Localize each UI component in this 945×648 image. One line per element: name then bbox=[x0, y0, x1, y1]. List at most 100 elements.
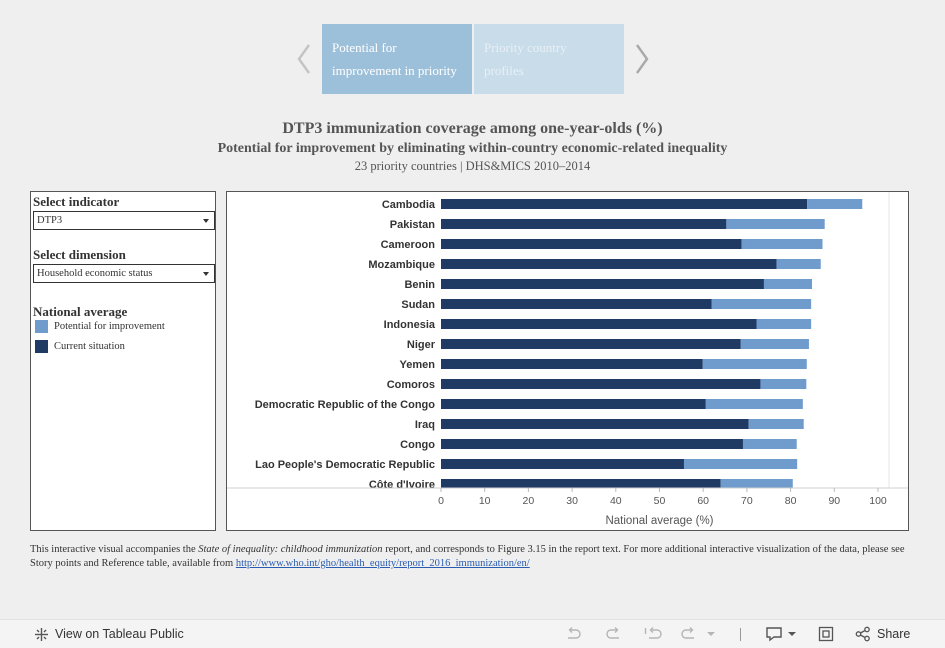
bar-potential-for-improvement bbox=[711, 299, 812, 309]
fullscreen-icon bbox=[818, 626, 834, 642]
x-tick-label: 60 bbox=[697, 495, 709, 507]
legend-label: Current situation bbox=[54, 341, 125, 352]
bar-potential-for-improvement bbox=[740, 339, 809, 349]
chart-title: DTP3 immunization coverage among one-yea… bbox=[282, 120, 663, 137]
legend-swatch-potential bbox=[35, 320, 48, 333]
x-axis-title: National average (%) bbox=[605, 515, 713, 527]
refresh-icon bbox=[681, 627, 694, 639]
indicator-dropdown-value: DTP3 bbox=[37, 215, 63, 226]
x-tick-label: 10 bbox=[479, 495, 491, 507]
refresh-dropdown-button[interactable] bbox=[681, 620, 717, 648]
bar-potential-for-improvement bbox=[807, 199, 863, 209]
bar-potential-for-improvement bbox=[763, 279, 813, 289]
bar-current-situation bbox=[441, 319, 757, 329]
view-on-tableau-public-button[interactable]: View on Tableau Public bbox=[34, 620, 184, 648]
x-tick-label: 90 bbox=[828, 495, 840, 507]
comment-dropdown-button[interactable] bbox=[765, 620, 797, 648]
redo-icon bbox=[606, 627, 619, 639]
x-tick-label: 70 bbox=[741, 495, 753, 507]
legend-title: National average bbox=[33, 304, 128, 319]
bar-potential-for-improvement bbox=[776, 259, 821, 269]
footnote-report-title: State of inequality: childhood immunizat… bbox=[198, 544, 383, 555]
category-label: Sudan bbox=[401, 299, 435, 311]
story-tab-label-line1: Priority country bbox=[484, 40, 567, 55]
chevron-down-icon bbox=[707, 632, 715, 636]
indicator-dropdown[interactable]: DTP3 bbox=[33, 211, 215, 230]
share-label: Share bbox=[877, 627, 911, 641]
fullscreen-button[interactable] bbox=[818, 620, 834, 648]
x-tick-label: 40 bbox=[610, 495, 622, 507]
undo-icon bbox=[568, 627, 581, 639]
category-label: Iraq bbox=[415, 419, 435, 431]
chart-subtitle: Potential for improvement by eliminating… bbox=[217, 141, 728, 156]
axis-background bbox=[227, 488, 908, 530]
category-label: Benin bbox=[404, 279, 435, 291]
bar-current-situation bbox=[441, 279, 764, 289]
bar-potential-for-improvement bbox=[760, 379, 807, 389]
category-label: Yemen bbox=[400, 359, 436, 371]
dimension-dropdown[interactable]: Household economic status bbox=[33, 264, 215, 283]
category-label: Democratic Republic of the Congo bbox=[255, 399, 436, 411]
category-label: Indonesia bbox=[384, 319, 436, 331]
redo-button[interactable] bbox=[606, 620, 622, 648]
category-label: Cameroon bbox=[381, 239, 436, 251]
legend-label: Potential for improvement bbox=[54, 321, 165, 332]
chart-container[interactable]: Cambodia Pakistan Cameroon Mozambique Benin S… bbox=[226, 191, 909, 531]
x-tick-label: 0 bbox=[438, 495, 444, 507]
bar-current-situation bbox=[441, 379, 761, 389]
legend-swatch-current bbox=[35, 340, 48, 353]
bar-potential-for-improvement bbox=[702, 359, 807, 369]
footnote: This interactive visual accompanies the … bbox=[30, 543, 910, 571]
chart-source-note: 23 priority countries | DHS&MICS 2010–20… bbox=[354, 159, 591, 173]
dimension-dropdown-value: Household economic status bbox=[37, 268, 153, 279]
bar-potential-for-improvement bbox=[748, 419, 804, 429]
undo-button[interactable] bbox=[565, 620, 581, 648]
bar-current-situation bbox=[441, 219, 727, 229]
toolbar-divider bbox=[740, 628, 741, 641]
bar-current-situation bbox=[441, 479, 721, 489]
bar-current-situation bbox=[441, 239, 742, 249]
story-tab-label-line2: improvement in priority bbox=[332, 63, 457, 78]
tableau-toolbar: View on Tableau Public bbox=[0, 619, 945, 648]
footnote-link[interactable]: http://www.who.int/gho/health_equity/rep… bbox=[235, 558, 530, 569]
footnote-text-middle: report, and corresponds to Figure 3.15 i… bbox=[30, 544, 905, 569]
filter-panel: Select indicator DTP3 Select dimension H… bbox=[30, 191, 216, 531]
x-tick-label: 30 bbox=[566, 495, 578, 507]
x-tick-label: 80 bbox=[785, 495, 797, 507]
select-dimension-label: Select dimension bbox=[33, 247, 126, 262]
comment-icon bbox=[766, 627, 782, 642]
next-story-point-arrow[interactable] bbox=[634, 42, 650, 76]
category-label: Comoros bbox=[387, 379, 435, 391]
story-tab-potential-for-improvement[interactable]: Potential for improvement in priority bbox=[322, 24, 472, 94]
x-tick-label: 50 bbox=[654, 495, 666, 507]
bar-potential-for-improvement bbox=[683, 459, 798, 469]
bar-current-situation bbox=[441, 419, 749, 429]
category-label: Mozambique bbox=[368, 259, 435, 271]
previous-story-point-arrow[interactable] bbox=[296, 42, 312, 76]
bar-current-situation bbox=[441, 199, 808, 209]
category-label: Lao People's Democratic Republic bbox=[255, 459, 435, 471]
chevron-down-icon bbox=[788, 632, 796, 636]
select-indicator-label: Select indicator bbox=[33, 194, 120, 209]
bar-current-situation bbox=[441, 439, 743, 449]
category-label: Niger bbox=[407, 339, 436, 351]
share-icon bbox=[855, 626, 870, 642]
bar-current-situation bbox=[441, 399, 706, 409]
revert-button[interactable] bbox=[644, 620, 662, 648]
view-on-tableau-public-label: View on Tableau Public bbox=[55, 627, 184, 641]
story-tab-priority-country-profiles[interactable]: Priority country profiles bbox=[474, 24, 624, 94]
bar-current-situation bbox=[441, 459, 684, 469]
story-tab-label-line2: profiles bbox=[484, 63, 524, 78]
category-label: Congo bbox=[400, 439, 435, 451]
bar-potential-for-improvement bbox=[756, 319, 812, 329]
share-button[interactable]: Share bbox=[855, 620, 910, 648]
x-tick-label: 100 bbox=[869, 495, 887, 507]
x-tick-label: 20 bbox=[523, 495, 535, 507]
chevron-down-icon bbox=[203, 272, 209, 276]
category-label: Pakistan bbox=[390, 219, 436, 231]
category-label: Cambodia bbox=[382, 199, 436, 211]
bar-potential-for-improvement bbox=[742, 439, 797, 449]
bar-current-situation bbox=[441, 299, 712, 309]
bar-current-situation bbox=[441, 359, 703, 369]
chevron-down-icon bbox=[203, 219, 209, 223]
